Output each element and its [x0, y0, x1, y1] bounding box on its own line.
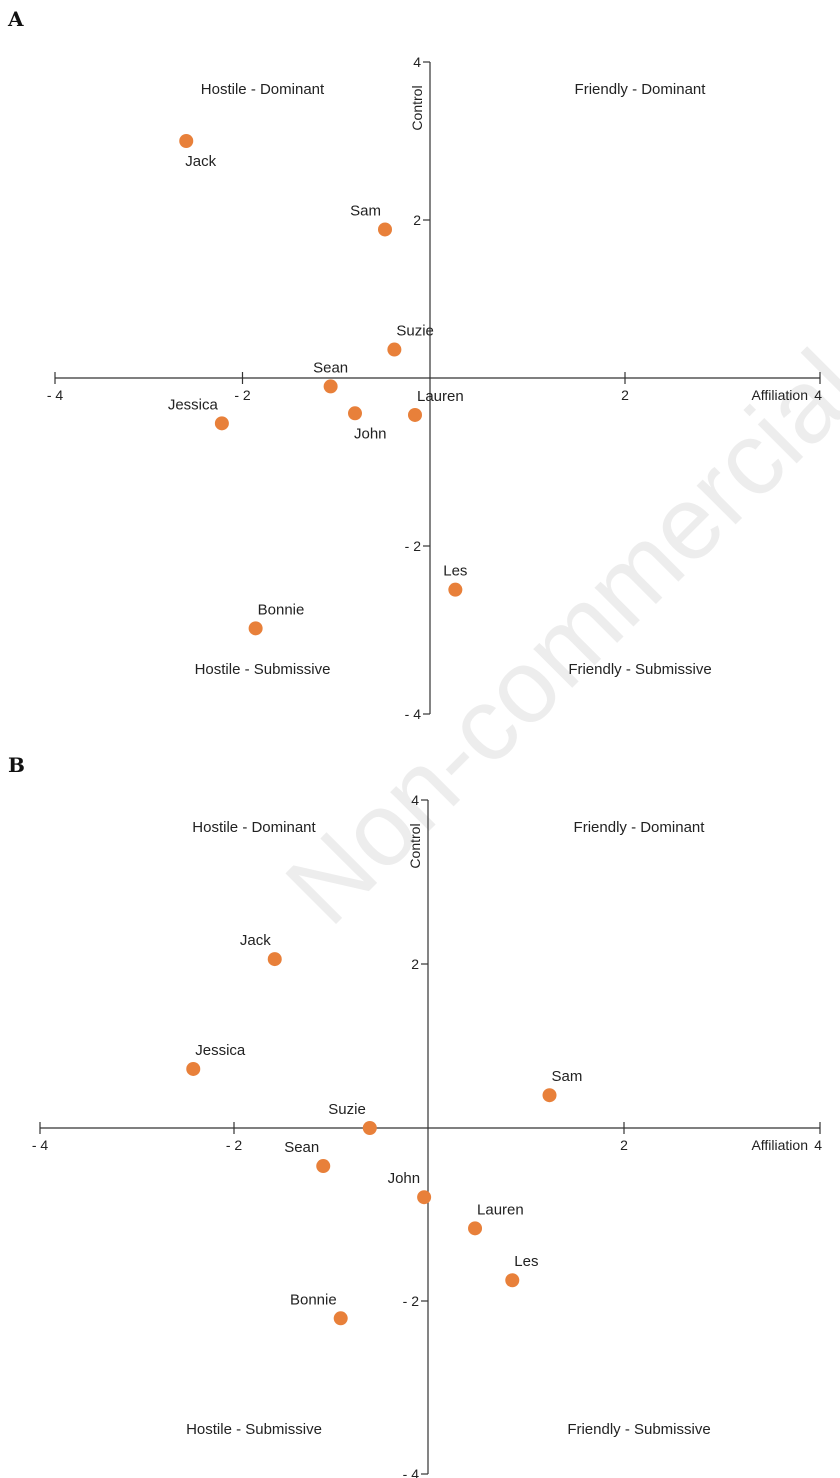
y-tick-label: 2 [411, 956, 419, 972]
point-les [505, 1273, 520, 1288]
y-axis-label: Control [407, 823, 423, 868]
point-bonnie [248, 621, 263, 636]
quadrant-label-hostile-submissive: Hostile - Submissive [195, 661, 331, 678]
point-les [448, 582, 463, 597]
x-tick-label: - 2 [234, 387, 251, 403]
point-label-sam: Sam [552, 1068, 583, 1085]
point-label-lauren: Lauren [477, 1201, 524, 1218]
point-sean [323, 379, 338, 394]
point-label-jessica: Jessica [195, 1042, 246, 1059]
point-sam [542, 1088, 557, 1103]
quadrant-label-friendly-submissive: Friendly - Submissive [567, 1421, 710, 1438]
y-tick-label: - 2 [403, 1293, 420, 1309]
point-suzie [362, 1121, 377, 1135]
point-label-sean: Sean [284, 1139, 319, 1156]
point-suzie [387, 342, 402, 357]
y-tick-label: 4 [411, 792, 419, 808]
x-tick-label: 4 [814, 1137, 822, 1153]
point-lauren [468, 1221, 483, 1236]
x-tick-label: 4 [814, 387, 822, 403]
point-jack [267, 952, 282, 967]
y-tick-label: 4 [413, 54, 421, 70]
quadrant-label-hostile-submissive: Hostile - Submissive [186, 1421, 322, 1438]
quadrant-label-friendly-submissive: Friendly - Submissive [568, 661, 711, 678]
quadrant-label-hostile-dominant: Hostile - Dominant [192, 819, 316, 836]
x-tick-label: - 2 [226, 1137, 243, 1153]
x-tick-label: 2 [620, 1137, 628, 1153]
point-john [348, 406, 362, 421]
point-bonnie [333, 1311, 348, 1326]
y-tick-label: 2 [413, 212, 421, 228]
point-label-jack: Jack [240, 932, 271, 949]
charts-group: A - 4 - 2 2 4 Affiliation 4 2 - 2 - 4 Control Hosti… [7, 7, 822, 1478]
point-label-jack: Jack [185, 153, 216, 170]
point-label-bonnie: Bonnie [290, 1291, 337, 1308]
y-tick-label: - 4 [403, 1466, 420, 1478]
chart-panel-b: B - 4 - 2 2 4 Affiliation 4 2 - 2 - 4 Control Hosti… [8, 753, 822, 1478]
point-label-les: Les [514, 1253, 538, 1270]
point-label-john: John [388, 1170, 421, 1187]
x-tick-label: - 4 [32, 1137, 49, 1153]
point-label-john: John [354, 425, 387, 442]
y-tick-label: - 4 [405, 706, 422, 722]
y-tick-label: - 2 [405, 538, 422, 554]
point-sean [316, 1159, 331, 1174]
point-jessica [214, 416, 229, 431]
point-lauren [408, 407, 422, 422]
y-axis-label: Control [409, 85, 425, 130]
point-label-sam: Sam [350, 202, 381, 219]
panel-letter: B [8, 753, 25, 777]
point-label-bonnie: Bonnie [258, 601, 305, 618]
watermark-text: Non-commercial use [264, 190, 840, 946]
point-label-suzie: Suzie [328, 1101, 366, 1118]
x-axis-label: Affiliation [751, 387, 808, 403]
point-label-sean: Sean [313, 359, 348, 376]
point-john [417, 1190, 432, 1205]
quadrant-label-friendly-dominant: Friendly - Dominant [574, 819, 706, 836]
x-tick-label: 2 [621, 387, 629, 403]
panel-letter: A [7, 7, 24, 31]
chart-panel-a: A - 4 - 2 2 4 Affiliation 4 2 - 2 - 4 Control Hosti… [7, 7, 822, 722]
point-label-suzie: Suzie [396, 323, 434, 340]
x-tick-label: - 4 [47, 387, 64, 403]
point-label-jessica: Jessica [168, 396, 219, 413]
point-sam [378, 222, 392, 237]
point-jessica [186, 1061, 201, 1076]
point-label-lauren: Lauren [417, 388, 464, 405]
x-axis-label: Affiliation [751, 1137, 808, 1153]
point-jack [179, 134, 194, 148]
quadrant-label-friendly-dominant: Friendly - Dominant [575, 81, 707, 98]
quadrant-label-hostile-dominant: Hostile - Dominant [201, 81, 325, 98]
point-label-les: Les [443, 563, 467, 580]
